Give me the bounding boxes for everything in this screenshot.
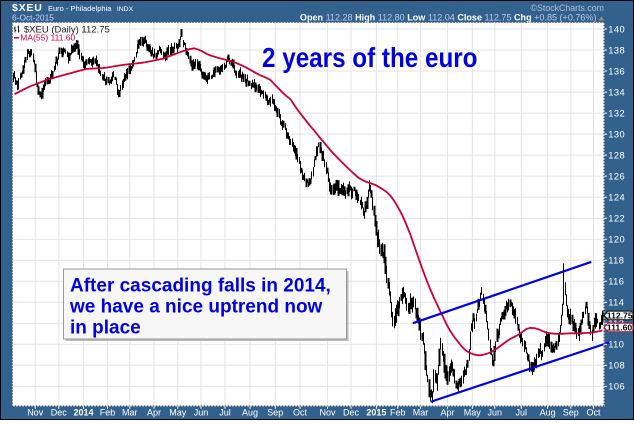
svg-text:6-Oct-2015: 6-Oct-2015 <box>12 13 54 23</box>
svg-text:114: 114 <box>608 298 624 308</box>
svg-text:MA(55) 111.60: MA(55) 111.60 <box>20 32 75 42</box>
svg-text:After cascading falls in 2014,: After cascading falls in 2014, <box>70 276 331 297</box>
svg-text:Nov: Nov <box>27 408 44 418</box>
svg-text:128: 128 <box>608 150 625 160</box>
svg-text:138: 138 <box>608 45 625 55</box>
svg-text:Jul: Jul <box>219 408 231 418</box>
svg-text:Aug: Aug <box>540 408 556 418</box>
svg-text:132: 132 <box>608 108 625 118</box>
svg-text:124: 124 <box>608 193 625 203</box>
svg-text:2 years of the euro: 2 years of the euro <box>262 42 478 73</box>
svg-text:$XEU (Daily) 112.75: $XEU (Daily) 112.75 <box>24 25 110 36</box>
svg-text:122: 122 <box>608 214 625 224</box>
svg-text:118: 118 <box>608 256 624 266</box>
svg-text:Nov: Nov <box>319 408 336 418</box>
svg-text:136: 136 <box>608 66 625 76</box>
svg-text:$XEU: $XEU <box>12 2 43 14</box>
svg-text:Jun: Jun <box>488 408 503 418</box>
svg-text:Mar: Mar <box>122 408 138 418</box>
svg-text:May: May <box>464 408 482 418</box>
svg-text:Dec: Dec <box>343 408 360 418</box>
svg-text:we have a nice uptrend now: we have a nice uptrend now <box>69 297 323 318</box>
svg-text:Oct: Oct <box>293 408 308 418</box>
svg-text:2015: 2015 <box>366 408 386 418</box>
svg-text:120: 120 <box>608 235 625 245</box>
svg-text:2014: 2014 <box>73 408 93 418</box>
svg-text:Mar: Mar <box>413 408 429 418</box>
svg-text:106: 106 <box>608 382 625 392</box>
svg-text:112.75: 112.75 <box>607 311 633 321</box>
svg-text:Apr: Apr <box>147 408 161 418</box>
svg-text:Apr: Apr <box>440 408 454 418</box>
svg-text:©StockCharts.com: ©StockCharts.com <box>531 3 604 13</box>
svg-text:Jun: Jun <box>194 408 209 418</box>
svg-text:110: 110 <box>608 340 624 350</box>
svg-text:108: 108 <box>608 361 625 371</box>
svg-text:111.60: 111.60 <box>607 323 633 333</box>
svg-text:126: 126 <box>608 171 625 181</box>
svg-text:Feb: Feb <box>100 408 116 418</box>
svg-text:140: 140 <box>608 24 625 34</box>
svg-text:May: May <box>169 408 187 418</box>
svg-text:Sep: Sep <box>563 408 579 418</box>
svg-text:116: 116 <box>608 277 624 287</box>
svg-text:134: 134 <box>608 87 625 97</box>
svg-text:Aug: Aug <box>242 408 258 418</box>
svg-text:in place: in place <box>70 318 141 339</box>
svg-text:Jul: Jul <box>516 408 528 418</box>
svg-text:Dec: Dec <box>51 408 68 418</box>
svg-text:Oct: Oct <box>586 408 601 418</box>
svg-text:Open 112.28 High 112.80 Low 11: Open 112.28 High 112.80 Low 112.04 Close… <box>300 12 597 22</box>
svg-text:130: 130 <box>608 129 625 139</box>
svg-text:Sep: Sep <box>267 408 283 418</box>
svg-text:Feb: Feb <box>390 408 406 418</box>
